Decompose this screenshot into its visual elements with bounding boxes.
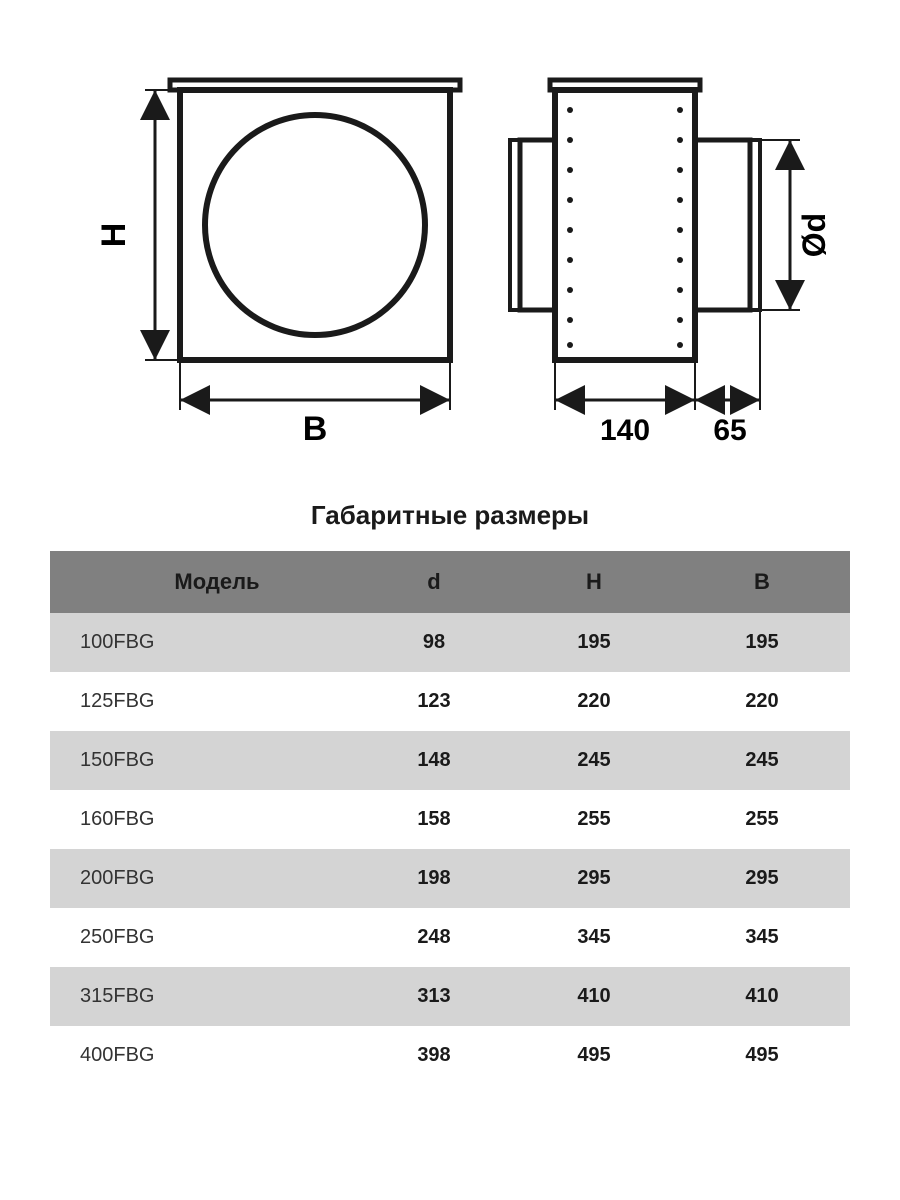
cell-model: 100FBG <box>50 613 354 672</box>
cell-value: 195 <box>674 613 850 672</box>
cell-value: 398 <box>354 1026 514 1085</box>
cell-value: 255 <box>674 790 850 849</box>
cell-value: 220 <box>514 672 674 731</box>
dim-label-d: Ød <box>796 213 832 257</box>
cell-value: 245 <box>674 731 850 790</box>
col-d: d <box>354 551 514 613</box>
col-B: B <box>674 551 850 613</box>
side-view: Ød 140 65 <box>510 80 832 447</box>
cell-value: 345 <box>514 908 674 967</box>
cell-value: 295 <box>674 849 850 908</box>
cell-value: 255 <box>514 790 674 849</box>
cell-value: 148 <box>354 731 514 790</box>
cell-model: 150FBG <box>50 731 354 790</box>
table-row: 200FBG198295295 <box>50 849 850 908</box>
cell-value: 245 <box>514 731 674 790</box>
cell-value: 198 <box>354 849 514 908</box>
cell-model: 315FBG <box>50 967 354 1026</box>
front-view: H B <box>95 80 460 448</box>
cell-value: 345 <box>674 908 850 967</box>
table-header-row: Модель d H B <box>50 551 850 613</box>
table-row: 160FBG158255255 <box>50 790 850 849</box>
table-row: 250FBG248345345 <box>50 908 850 967</box>
cell-value: 495 <box>514 1026 674 1085</box>
table-row: 100FBG98195195 <box>50 613 850 672</box>
cell-model: 400FBG <box>50 1026 354 1085</box>
cell-value: 410 <box>514 967 674 1026</box>
technical-drawing: H B <box>50 40 850 470</box>
cell-model: 125FBG <box>50 672 354 731</box>
table-title: Габаритные размеры <box>50 500 850 531</box>
cell-value: 248 <box>354 908 514 967</box>
cell-value: 313 <box>354 967 514 1026</box>
cell-value: 98 <box>354 613 514 672</box>
dimensions-table: Модель d H B 100FBG98195195125FBG1232202… <box>50 551 850 1085</box>
table-row: 125FBG123220220 <box>50 672 850 731</box>
table-row: 400FBG398495495 <box>50 1026 850 1085</box>
dim-label-H: H <box>95 223 133 248</box>
cell-model: 250FBG <box>50 908 354 967</box>
cell-value: 410 <box>674 967 850 1026</box>
cell-value: 495 <box>674 1026 850 1085</box>
cell-value: 295 <box>514 849 674 908</box>
cell-value: 158 <box>354 790 514 849</box>
table-row: 315FBG313410410 <box>50 967 850 1026</box>
dim-140: 140 <box>600 414 650 447</box>
table-row: 150FBG148245245 <box>50 731 850 790</box>
cell-model: 200FBG <box>50 849 354 908</box>
col-model: Модель <box>50 551 354 613</box>
cell-value: 123 <box>354 672 514 731</box>
cell-model: 160FBG <box>50 790 354 849</box>
cell-value: 195 <box>514 613 674 672</box>
dim-65: 65 <box>713 414 746 447</box>
dim-label-B: B <box>303 410 328 448</box>
col-H: H <box>514 551 674 613</box>
cell-value: 220 <box>674 672 850 731</box>
